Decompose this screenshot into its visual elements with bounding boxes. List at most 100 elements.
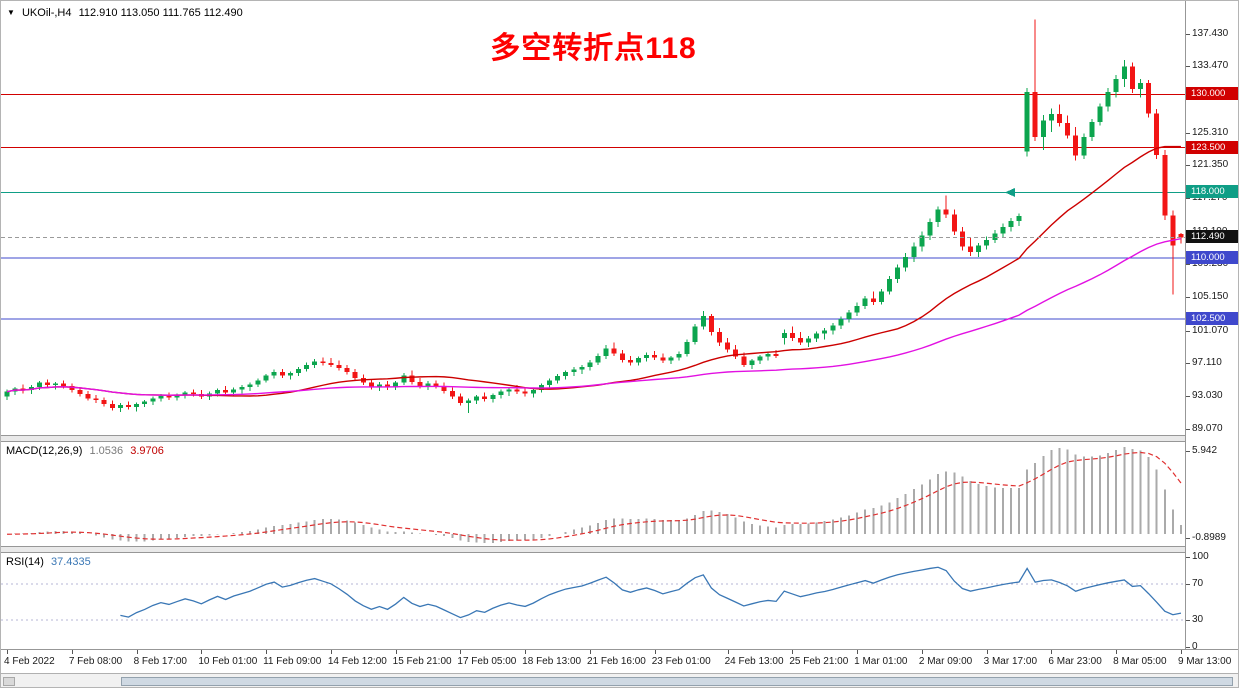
rsi-name: RSI(14) bbox=[6, 556, 44, 568]
time-tick bbox=[7, 650, 9, 654]
time-tick bbox=[792, 650, 794, 654]
axis-tick bbox=[1186, 557, 1190, 558]
time-tick bbox=[1116, 650, 1118, 654]
rsi-indicator-label: RSI(14) 37.4335 bbox=[6, 556, 95, 568]
time-tick bbox=[330, 650, 332, 654]
time-tick bbox=[986, 650, 988, 654]
symbol-info-bar: ▼ UKOil-,H4 112.910 113.050 111.765 112.… bbox=[7, 7, 247, 19]
level-price-box: 102.500 bbox=[1186, 312, 1238, 326]
horizontal-level-lines bbox=[1, 93, 1185, 320]
price-chart-plot[interactable] bbox=[1, 1, 1186, 650]
time-tick bbox=[1180, 650, 1182, 654]
macd-name: MACD(12,26,9) bbox=[6, 445, 83, 457]
time-tick bbox=[857, 650, 859, 654]
time-tick bbox=[589, 650, 591, 654]
time-axis-label: 25 Feb 21:00 bbox=[789, 656, 849, 667]
collapse-triangle-icon[interactable]: ▼ bbox=[7, 8, 15, 17]
price-axis-label: 121.350 bbox=[1192, 159, 1229, 171]
axis-tick bbox=[1186, 264, 1190, 266]
time-tick bbox=[395, 650, 397, 654]
time-tick bbox=[727, 650, 729, 654]
time-axis-label: 23 Feb 01:00 bbox=[651, 656, 711, 667]
time-axis-label: 14 Feb 12:00 bbox=[327, 656, 387, 667]
price-axis[interactable]: 137.430133.470129.510125.310121.350117.2… bbox=[1186, 1, 1238, 652]
time-axis-label: 17 Feb 05:00 bbox=[457, 656, 517, 667]
axis-tick bbox=[1186, 66, 1190, 68]
macd-axis-max-label: 5.942 bbox=[1192, 445, 1218, 456]
price-axis-label: 125.310 bbox=[1192, 126, 1229, 138]
price-axis-label: 137.430 bbox=[1192, 27, 1229, 39]
time-tick bbox=[201, 650, 203, 654]
ma-24-line bbox=[6, 145, 1181, 397]
axis-tick bbox=[1186, 396, 1190, 398]
time-tick bbox=[266, 650, 268, 654]
time-axis-label: 21 Feb 16:00 bbox=[586, 656, 646, 667]
axis-tick bbox=[1186, 647, 1190, 648]
scrollbar-thumb[interactable] bbox=[121, 677, 1233, 686]
time-axis-label: 2 Mar 09:00 bbox=[918, 656, 973, 667]
price-axis-label: 89.070 bbox=[1192, 422, 1223, 434]
axis-tick bbox=[1186, 330, 1190, 332]
symbol-period-label: UKOil-,H4 bbox=[21, 7, 72, 19]
time-axis-label: 6 Mar 23:00 bbox=[1048, 656, 1102, 667]
axis-divider bbox=[1185, 1, 1186, 649]
scrollbar-left-button[interactable] bbox=[3, 677, 15, 686]
time-axis-label: 4 Feb 2022 bbox=[4, 656, 55, 667]
time-axis-line bbox=[1, 649, 1238, 650]
time-axis-label: 3 Mar 17:00 bbox=[983, 656, 1038, 667]
axis-tick bbox=[1186, 165, 1190, 167]
axis-tick bbox=[1186, 132, 1190, 134]
time-tick bbox=[525, 650, 527, 654]
macd-indicator-label: MACD(12,26,9) 1.0536 3.9706 bbox=[6, 445, 168, 457]
rsi-axis-label: 0 bbox=[1192, 641, 1198, 652]
time-axis-label: 8 Mar 05:00 bbox=[1113, 656, 1167, 667]
axis-tick bbox=[1186, 428, 1190, 430]
horizontal-scrollbar[interactable] bbox=[1, 673, 1238, 687]
axis-tick bbox=[1186, 451, 1190, 452]
time-axis-label: 15 Feb 21:00 bbox=[392, 656, 452, 667]
time-tick bbox=[460, 650, 462, 654]
rsi-line bbox=[120, 566, 1182, 619]
axis-tick bbox=[1186, 584, 1190, 585]
price-axis-label: 101.070 bbox=[1192, 324, 1229, 336]
level-price-box: 130.000 bbox=[1186, 87, 1238, 101]
axis-tick bbox=[1186, 33, 1190, 35]
time-axis-label: 9 Mar 13:00 bbox=[1177, 656, 1232, 667]
rsi-axis-label: 70 bbox=[1192, 578, 1204, 589]
rsi-value: 37.4335 bbox=[50, 556, 91, 568]
time-axis-label: 1 Mar 01:00 bbox=[854, 656, 908, 667]
time-axis-label: 11 Feb 09:00 bbox=[263, 656, 322, 667]
chart-annotation-title: 多空转折点118 bbox=[490, 32, 697, 65]
time-tick bbox=[1051, 650, 1053, 654]
macd-axis-min-label: -0.8989 bbox=[1192, 532, 1226, 543]
price-axis-label: 93.030 bbox=[1192, 390, 1223, 402]
macd-histogram bbox=[14, 447, 1182, 543]
level-price-box: 118.000 bbox=[1186, 185, 1238, 199]
time-tick bbox=[654, 650, 656, 654]
price-axis-label: 105.150 bbox=[1192, 291, 1229, 303]
rsi-axis-label: 30 bbox=[1192, 614, 1204, 625]
macd-main-value: 1.0536 bbox=[89, 445, 124, 457]
ma-60-line bbox=[6, 238, 1182, 396]
axis-tick bbox=[1186, 198, 1190, 200]
time-axis-label: 18 Feb 13:00 bbox=[522, 656, 582, 667]
axis-tick bbox=[1186, 297, 1190, 299]
axis-tick bbox=[1186, 363, 1190, 365]
panel-separator[interactable] bbox=[1, 435, 1238, 442]
macd-signal-line bbox=[7, 451, 1182, 541]
ohlc-values: 112.910 113.050 111.765 112.490 bbox=[78, 7, 243, 19]
left-arrow-icon[interactable] bbox=[1004, 187, 1015, 197]
rsi-axis-label: 100 bbox=[1192, 551, 1209, 562]
time-axis[interactable]: 4 Feb 2022 7 Feb 08:00 8 Feb 17:00 10 Feb 0… bbox=[1, 650, 1238, 673]
time-axis-label: 24 Feb 13:00 bbox=[724, 656, 784, 667]
time-tick bbox=[136, 650, 138, 654]
current-price-box: 112.490 bbox=[1186, 230, 1238, 244]
level-price-box: 110.000 bbox=[1186, 250, 1238, 264]
price-axis-label: 97.110 bbox=[1192, 357, 1222, 369]
price-axis-label: 133.470 bbox=[1192, 60, 1229, 72]
panel-separator[interactable] bbox=[1, 546, 1238, 553]
axis-tick bbox=[1186, 538, 1190, 539]
time-axis-label: 10 Feb 01:00 bbox=[198, 656, 258, 667]
time-tick bbox=[921, 650, 923, 654]
